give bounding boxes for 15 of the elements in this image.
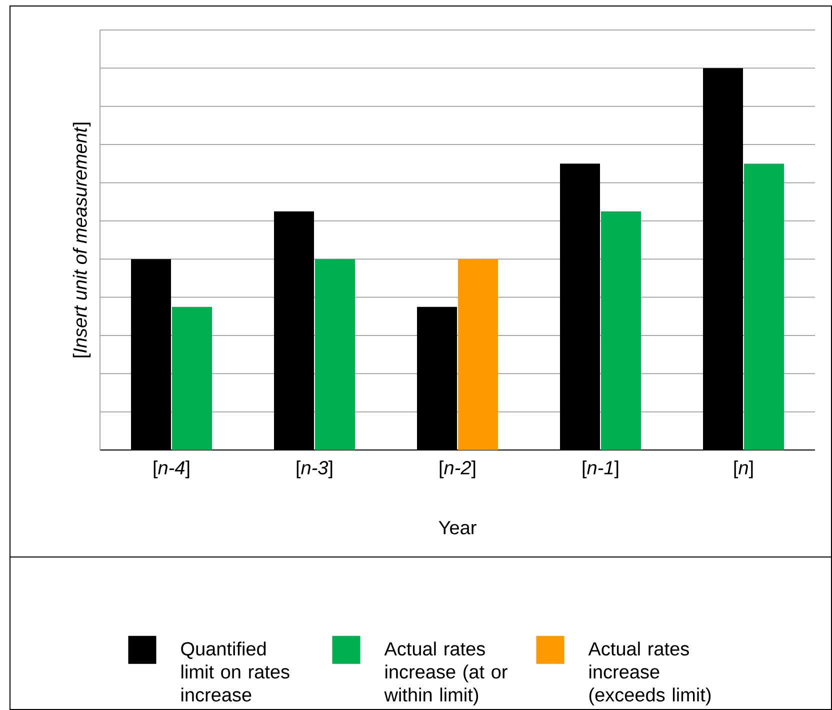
bar (744, 164, 784, 450)
x-tick-label: [n-4] (154, 460, 190, 478)
legend-label: Actual rates increase (at or within limit) (384, 642, 508, 706)
legend-label: Actual rates increase (exceeds limit) (588, 642, 711, 706)
x-axis-title: Year (438, 521, 476, 534)
bar (458, 259, 498, 450)
bar (315, 259, 356, 450)
x-tick-label: [n-1] (582, 460, 618, 478)
y-axis-title: [Insert unit of measurement] (72, 122, 91, 358)
x-tick-label: [n] (734, 460, 753, 478)
x-tick-label: [n-2] (440, 460, 476, 478)
bar (601, 211, 642, 450)
legend-label: Quantified limit on rates increase (181, 642, 290, 702)
bar (172, 306, 212, 450)
x-tick-label: [n-3] (296, 460, 332, 478)
